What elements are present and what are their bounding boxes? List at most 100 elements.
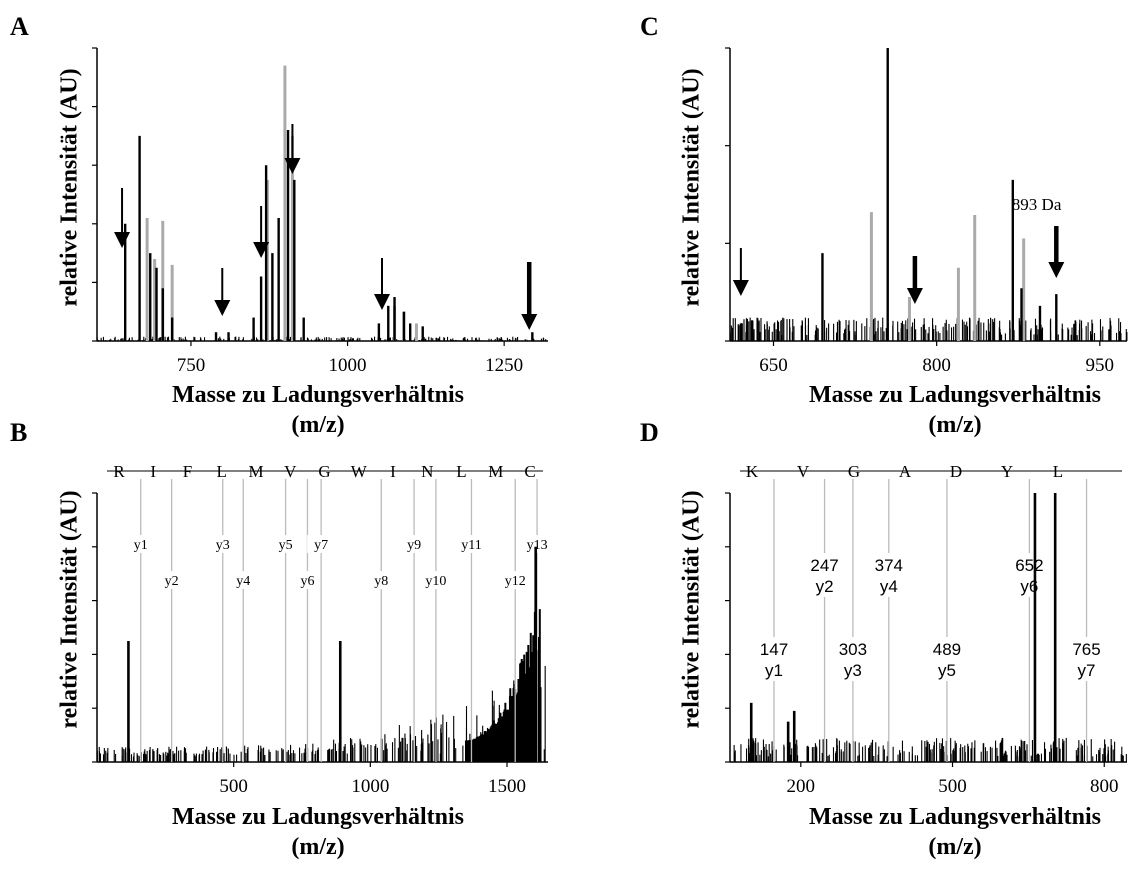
sequence-letter-b: I xyxy=(390,462,396,481)
arrow-head-c xyxy=(906,288,923,304)
fragment-label-bg-b xyxy=(293,571,322,589)
fragment-label-b: y3 xyxy=(216,538,230,553)
arrow-head-c xyxy=(732,280,749,296)
fragment-label-bg-b xyxy=(457,535,486,553)
fragment-label-bg-b xyxy=(367,571,396,589)
sequence-letter-b: M xyxy=(488,462,503,481)
fragment-label-b: y8 xyxy=(374,574,388,589)
arrow-head-a xyxy=(521,314,538,330)
fragment-label-bg-b xyxy=(421,571,450,589)
fragment-mass-d: 489 xyxy=(933,640,961,659)
x-tick-label-b: 500 xyxy=(219,776,248,797)
sequence-letter-b: L xyxy=(456,462,466,481)
fragment-label-b: y13 xyxy=(527,538,548,553)
x-axis-label-d-line2: (m/z) xyxy=(928,834,982,860)
x-tick-label-d: 800 xyxy=(1090,776,1119,797)
sequence-letter-d: G xyxy=(848,462,860,481)
sequence-letter-b: V xyxy=(284,462,297,481)
x-tick-label-a: 750 xyxy=(177,355,206,376)
arrow-head-a xyxy=(253,242,270,258)
fragment-label-bg-b xyxy=(208,535,237,553)
fragment-label-d: y5 xyxy=(938,661,956,680)
fragment-label-bg-d xyxy=(871,553,906,597)
fragment-mass-d: 303 xyxy=(839,640,867,659)
fragment-label-d: y7 xyxy=(1078,661,1096,680)
sequence-letter-b: W xyxy=(351,462,368,481)
x-tick-label-b: 1500 xyxy=(488,776,526,797)
x-axis-label-b-line2: (m/z) xyxy=(291,834,345,860)
sequence-letter-d: V xyxy=(797,462,810,481)
x-axis-label-b: Masse zu Ladungsverhältnis (m/z) xyxy=(98,802,538,862)
sequence-letter-d: L xyxy=(1053,462,1063,481)
x-tick-label-a: 1250 xyxy=(485,355,523,376)
arrow-head-a xyxy=(284,158,301,174)
x-tick-label-b: 1000 xyxy=(351,776,389,797)
fragment-label-bg-d xyxy=(929,637,964,681)
fragment-label-b: y6 xyxy=(300,574,314,589)
fragment-label-bg-b xyxy=(523,535,552,553)
x-tick-label-a: 1000 xyxy=(329,355,367,376)
fragment-label-bg-d xyxy=(807,553,842,597)
sequence-letter-b: M xyxy=(248,462,263,481)
x-axis-label-c: Masse zu Ladungsverhältnis (m/z) xyxy=(735,380,1130,440)
x-axis-label-a-line2: (m/z) xyxy=(291,412,345,438)
sequence-letter-d: K xyxy=(746,462,759,481)
arrow-head-a xyxy=(374,294,391,310)
x-tick-label-c: 950 xyxy=(1086,355,1115,376)
fragment-label-bg-d xyxy=(756,637,791,681)
fragment-label-bg-b xyxy=(400,535,429,553)
x-axis-label-c-line1: Masse zu Ladungsverhältnis xyxy=(808,382,1102,408)
fragment-mass-d: 765 xyxy=(1072,640,1100,659)
sequence-letter-b: I xyxy=(150,462,156,481)
fragment-label-b: y10 xyxy=(425,574,446,589)
x-axis-label-a: Masse zu Ladungsverhältnis (m/z) xyxy=(98,380,538,440)
panel-letter-c: C xyxy=(640,12,659,41)
x-axis-label-b-line1: Masse zu Ladungsverhältnis xyxy=(171,804,465,830)
sequence-letter-d: D xyxy=(950,462,962,481)
annotation-893-label: 893 Da xyxy=(1012,195,1062,214)
fragment-mass-d: 374 xyxy=(875,556,903,575)
sequence-letter-b: F xyxy=(183,462,192,481)
fragment-label-b: y1 xyxy=(134,538,148,553)
fragment-label-bg-b xyxy=(501,571,530,589)
fragment-label-bg-b xyxy=(229,571,258,589)
x-tick-label-d: 500 xyxy=(938,776,967,797)
sequence-letter-b: R xyxy=(113,462,125,481)
fragment-label-b: y11 xyxy=(461,538,481,553)
fragment-label-d: y4 xyxy=(880,577,898,596)
sequence-letter-b: L xyxy=(217,462,227,481)
fragment-mass-d: 652 xyxy=(1015,556,1043,575)
fragment-mass-d: 247 xyxy=(810,556,838,575)
x-axis-label-a-line1: Masse zu Ladungsverhältnis xyxy=(171,382,465,408)
x-tick-label-d: 200 xyxy=(787,776,816,797)
arrow-head-c xyxy=(1048,262,1065,278)
panel-letter-a: A xyxy=(10,12,29,41)
arrow-head-a xyxy=(114,232,131,248)
x-tick-label-c: 650 xyxy=(759,355,788,376)
x-axis-label-d: Masse zu Ladungsverhältnis (m/z) xyxy=(735,802,1130,862)
sequence-letter-d: A xyxy=(899,462,912,481)
fragment-label-bg-d xyxy=(835,637,870,681)
x-tick-label-c: 800 xyxy=(922,355,951,376)
fragment-label-b: y5 xyxy=(279,538,293,553)
fragment-label-d: y2 xyxy=(816,577,834,596)
panel-letter-b: B xyxy=(10,418,28,447)
fragment-label-b: y12 xyxy=(505,574,526,589)
fragment-label-b: y2 xyxy=(165,574,179,589)
sequence-letter-b: G xyxy=(318,462,330,481)
x-axis-label-d-line1: Masse zu Ladungsverhältnis xyxy=(808,804,1102,830)
fragment-label-bg-d xyxy=(1069,637,1104,681)
sequence-letter-d: Y xyxy=(1001,462,1013,481)
fragment-label-d: y1 xyxy=(765,661,783,680)
sequence-letter-b: N xyxy=(421,462,433,481)
x-axis-label-c-line2: (m/z) xyxy=(928,412,982,438)
fragment-label-bg-d xyxy=(1012,553,1047,597)
fragment-label-b: y7 xyxy=(314,538,328,553)
fragment-label-b: y4 xyxy=(236,574,250,589)
sequence-letter-b: C xyxy=(524,462,535,481)
fragment-label-b: y9 xyxy=(407,538,421,553)
fragment-label-bg-b xyxy=(126,535,155,553)
fragment-mass-d: 147 xyxy=(760,640,788,659)
fragment-label-bg-b xyxy=(271,535,300,553)
